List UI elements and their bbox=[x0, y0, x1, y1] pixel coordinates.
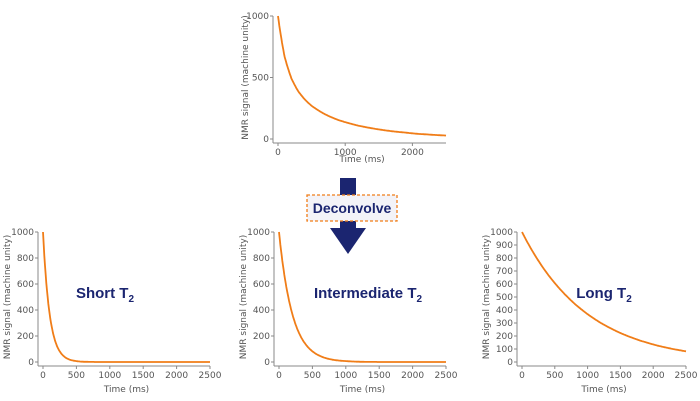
x-tick-label: 2000 bbox=[401, 148, 424, 158]
x-tick-label: 0 bbox=[519, 371, 525, 381]
y-tick-label: 800 bbox=[17, 254, 34, 264]
y-tick-label: 0 bbox=[264, 358, 270, 368]
x-axis-label: Time (ms) bbox=[339, 385, 385, 395]
t2-annotation-main: Short T bbox=[76, 285, 129, 302]
y-tick-label: 1000 bbox=[247, 228, 270, 238]
x-tick-label: 500 bbox=[546, 371, 563, 381]
arrow-head bbox=[330, 228, 366, 254]
y-tick-label: 1000 bbox=[490, 228, 513, 238]
x-tick-label: 1000 bbox=[334, 371, 357, 381]
t2-annotation-subscript: 2 bbox=[128, 294, 134, 305]
x-axis-label: Time (ms) bbox=[580, 385, 626, 395]
y-tick-label: 900 bbox=[496, 241, 513, 251]
y-tick-label: 100 bbox=[496, 345, 513, 355]
y-tick-label: 800 bbox=[496, 254, 513, 264]
y-tick-label: 500 bbox=[252, 74, 269, 84]
deconvolve-label-box bbox=[306, 194, 398, 222]
deconvolve-label: Deconvolve bbox=[313, 200, 392, 216]
y-tick-label: 300 bbox=[496, 319, 513, 329]
decay-curve bbox=[521, 231, 687, 353]
x-tick-label: 500 bbox=[304, 371, 321, 381]
y-tick-label: 700 bbox=[496, 267, 513, 277]
y-tick-label: 500 bbox=[496, 293, 513, 303]
chart-long: 0 100 200 300 400 500 600 700 800 900 1000 0 500 1000… bbox=[482, 228, 698, 395]
y-tick-label: 200 bbox=[496, 332, 513, 342]
y-tick-label: 600 bbox=[17, 280, 34, 290]
y-tick-label: 200 bbox=[253, 332, 270, 342]
x-axis-label: Time (ms) bbox=[103, 385, 149, 395]
x-tick-label: 0 bbox=[40, 371, 46, 381]
chart-top: 0 500 1000 0 1000 2000 Time (ms) NMR signal (ma… bbox=[241, 12, 447, 165]
chart-intermediate: 0 200 400 600 800 1000 0 500 1000 1500 2000 2500 Tim… bbox=[239, 228, 458, 395]
decay-curve bbox=[277, 15, 447, 137]
t2-annotation: Long T2 bbox=[576, 285, 632, 305]
y-tick-label: 1000 bbox=[11, 228, 34, 238]
x-tick-label: 1500 bbox=[368, 371, 391, 381]
y-tick-label: 600 bbox=[496, 280, 513, 290]
t2-annotation-subscript: 2 bbox=[626, 294, 632, 305]
decay-curve bbox=[278, 231, 446, 363]
y-tick-label: 0 bbox=[507, 358, 513, 368]
deconvolve-arrow: Deconvolve bbox=[306, 178, 398, 254]
y-axis-label: NMR signal (machine unity) bbox=[482, 235, 492, 359]
y-tick-label: 800 bbox=[253, 254, 270, 264]
x-tick-label: 0 bbox=[276, 371, 282, 381]
x-tick-label: 0 bbox=[275, 148, 281, 158]
t2-annotation-subscript: 2 bbox=[416, 294, 422, 305]
y-tick-label: 1000 bbox=[246, 12, 269, 22]
t2-annotation-main: Long T bbox=[576, 285, 626, 302]
y-tick-label: 400 bbox=[17, 306, 34, 316]
x-tick-label: 1500 bbox=[132, 371, 155, 381]
y-tick-label: 400 bbox=[496, 306, 513, 316]
chart-short: 0 200 400 600 800 1000 0 500 1000 1500 2000 2500 Tim… bbox=[3, 228, 222, 395]
x-tick-label: 1000 bbox=[334, 148, 357, 158]
x-tick-label: 1000 bbox=[98, 371, 121, 381]
y-tick-label: 0 bbox=[263, 135, 269, 145]
x-tick-label: 2000 bbox=[642, 371, 665, 381]
x-axis-label: Time (ms) bbox=[338, 155, 384, 165]
x-tick-label: 1500 bbox=[609, 371, 632, 381]
y-axis-label: NMR signal (machine unity) bbox=[239, 235, 249, 359]
t2-annotation: Short T2 bbox=[76, 285, 135, 305]
y-tick-label: 400 bbox=[253, 306, 270, 316]
y-tick-label: 0 bbox=[28, 358, 34, 368]
x-tick-label: 2000 bbox=[401, 371, 424, 381]
y-tick-label: 600 bbox=[253, 280, 270, 290]
y-tick-label: 200 bbox=[17, 332, 34, 342]
x-tick-label: 2500 bbox=[199, 371, 222, 381]
y-axis-label: NMR signal (machine unity) bbox=[241, 15, 251, 139]
x-tick-label: 2500 bbox=[435, 371, 458, 381]
x-tick-label: 1000 bbox=[576, 371, 599, 381]
x-tick-label: 2000 bbox=[165, 371, 188, 381]
t2-annotation: Intermediate T2 bbox=[314, 285, 423, 305]
y-axis-label: NMR signal (machine unity) bbox=[3, 235, 13, 359]
x-tick-label: 2500 bbox=[675, 371, 698, 381]
decay-curve bbox=[42, 231, 210, 363]
t2-annotation-main: Intermediate T bbox=[314, 285, 417, 302]
x-tick-label: 500 bbox=[68, 371, 85, 381]
